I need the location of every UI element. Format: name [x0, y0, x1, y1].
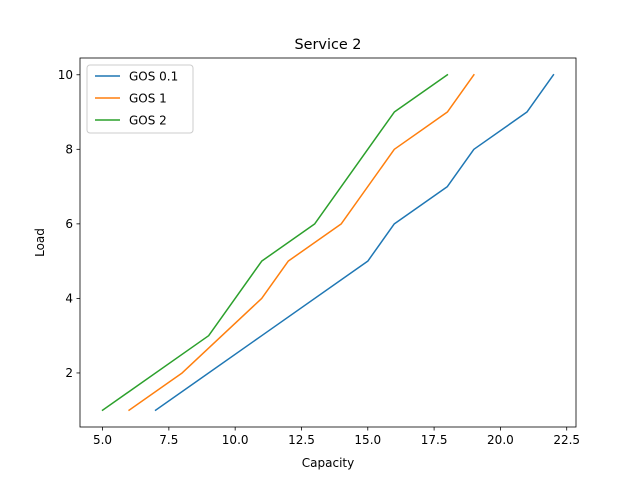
- y-tick-label: 4: [65, 292, 73, 306]
- y-tick-label: 6: [65, 217, 73, 231]
- x-tick-label: 7.5: [159, 433, 178, 447]
- y-tick-label: 10: [58, 68, 73, 82]
- series-lines: [101, 73, 555, 412]
- plot-frame: [79, 57, 577, 428]
- x-tick-label: 5.0: [93, 433, 112, 447]
- series-line-gos-1: [128, 73, 475, 412]
- ticks: 5.0 7.5 10.0 12.5 15.0 17.5 20.0 22.5 2 4 6 8 10: [58, 68, 580, 447]
- x-tick-label: 15.0: [354, 433, 381, 447]
- legend-box: [86, 64, 194, 134]
- legend-label: GOS 0.1: [129, 69, 178, 83]
- x-axis-label: Capacity: [302, 456, 354, 470]
- legend-label: GOS 1: [129, 91, 167, 105]
- x-tick-label: 10.0: [222, 433, 249, 447]
- x-tick-label: 12.5: [288, 433, 315, 447]
- series-line-gos-0-1: [154, 73, 555, 412]
- y-tick-label: 2: [65, 366, 73, 380]
- x-tick-label: 17.5: [421, 433, 448, 447]
- y-tick-label: 8: [65, 143, 73, 157]
- series-line-gos-2: [101, 73, 449, 412]
- x-tick-label: 22.5: [553, 433, 580, 447]
- legend-label: GOS 2: [129, 113, 167, 127]
- legend: GOS 0.1 GOS 1 GOS 2: [86, 64, 194, 134]
- y-axis-label: Load: [33, 228, 47, 257]
- chart-title: Service 2: [295, 37, 362, 53]
- x-tick-label: 20.0: [487, 433, 514, 447]
